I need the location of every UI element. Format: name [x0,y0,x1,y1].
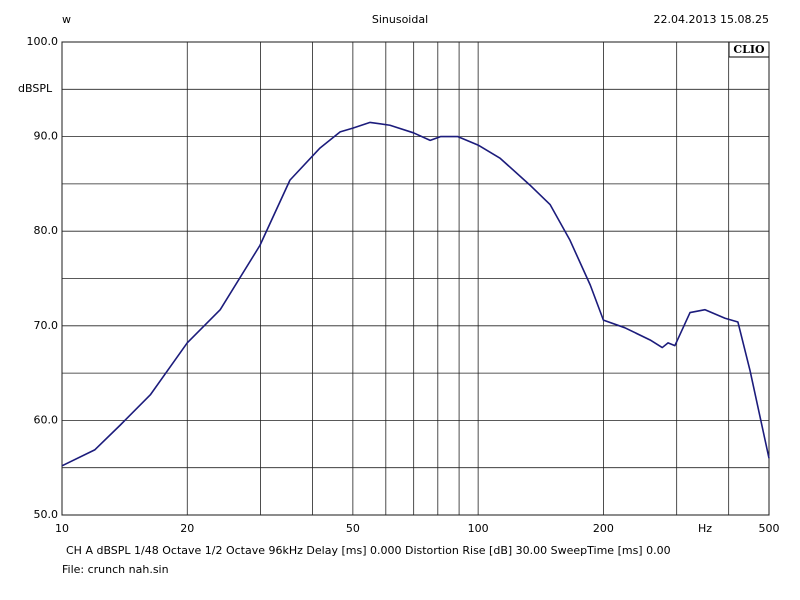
y-tick-label: 50.0 [34,508,59,521]
y-tick-label: 70.0 [34,319,59,332]
x-tick-label: 500 [759,522,780,535]
file-name: File: crunch nah.sin [62,563,169,576]
date: 22.04.2013 15.08.25 [654,13,769,26]
y-tick-label: 60.0 [34,413,59,426]
y-tick-label: 90.0 [34,130,59,143]
chart-title: Sinusoidal [372,13,428,26]
x-tick-label: 100 [468,522,489,535]
brand: CLIO [733,43,765,56]
footer: CH A dBSPL 1/48 Octave 1/2 Octave 96kHz … [66,544,671,557]
response-curve [61,121,770,467]
x-tick-label: 200 [593,522,614,535]
y-tick-label: 80.0 [34,224,59,237]
x-tick-label: 10 [55,522,69,535]
header-left: w [62,13,71,26]
x-axis-label: Hz [698,522,712,535]
y-tick-label: 100.0 [27,35,59,48]
x-tick-label: 50 [346,522,360,535]
y-axis-label: dBSPL [18,82,53,95]
x-tick-label: 20 [180,522,194,535]
